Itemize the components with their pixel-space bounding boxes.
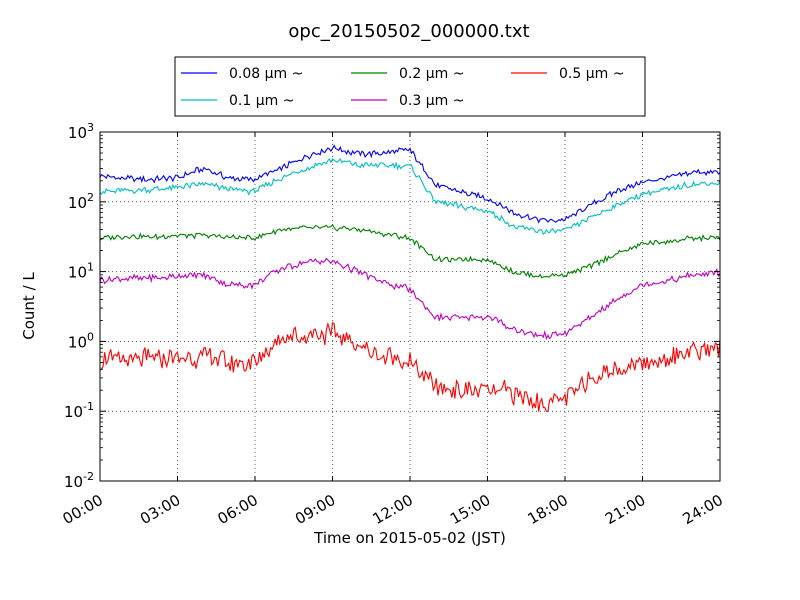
grid xyxy=(100,132,720,481)
y-tick-label: 101 xyxy=(68,261,94,282)
y-tick-label: 102 xyxy=(68,191,94,212)
legend: 0.08 μm ~ 0.1 μm ~ 0.2 μm ~ 0.3 μm ~ 0.5 μm … xyxy=(174,56,646,117)
x-axis-label: Time on 2015-05-02 (JST) xyxy=(313,529,506,547)
x-tick-label: 09:00 xyxy=(292,491,338,528)
y-tick-label: 10-1 xyxy=(64,400,94,421)
legend-box xyxy=(174,56,646,117)
x-tick-label: 24:00 xyxy=(680,491,726,528)
y-axis-label: Count / L xyxy=(20,272,38,340)
x-tick-label: 12:00 xyxy=(370,491,416,528)
series-line xyxy=(99,144,721,224)
legend-label: 0.5 μm ~ xyxy=(559,66,624,82)
series-line xyxy=(99,223,721,279)
series-line xyxy=(99,257,721,341)
y-tick-label: 10-2 xyxy=(64,470,94,491)
x-tick-label: 21:00 xyxy=(602,491,648,528)
x-tick-label: 15:00 xyxy=(447,491,493,528)
series-line xyxy=(99,157,721,235)
y-tick-label: 100 xyxy=(68,330,94,351)
legend-label: 0.3 μm ~ xyxy=(399,93,464,109)
series-line xyxy=(99,321,721,412)
legend-label: 0.2 μm ~ xyxy=(399,66,464,82)
y-tick-labels: 10-2 10-1 100 101 102 103 xyxy=(64,121,94,491)
series-group xyxy=(99,144,721,412)
legend-label: 0.08 μm ~ xyxy=(229,66,303,82)
x-tick-labels: 00:00 03:00 06:00 09:00 12:00 15:00 18:00 21:00… xyxy=(60,491,726,528)
x-tick-label: 00:00 xyxy=(60,491,106,528)
x-tick-label: 18:00 xyxy=(525,491,571,528)
x-tick-label: 03:00 xyxy=(137,491,183,528)
x-tick-label: 06:00 xyxy=(215,491,261,528)
chart-title: opc_20150502_000000.txt xyxy=(288,21,529,42)
ticks xyxy=(99,131,721,482)
y-tick-label: 103 xyxy=(68,121,94,142)
legend-label: 0.1 μm ~ xyxy=(229,93,294,109)
